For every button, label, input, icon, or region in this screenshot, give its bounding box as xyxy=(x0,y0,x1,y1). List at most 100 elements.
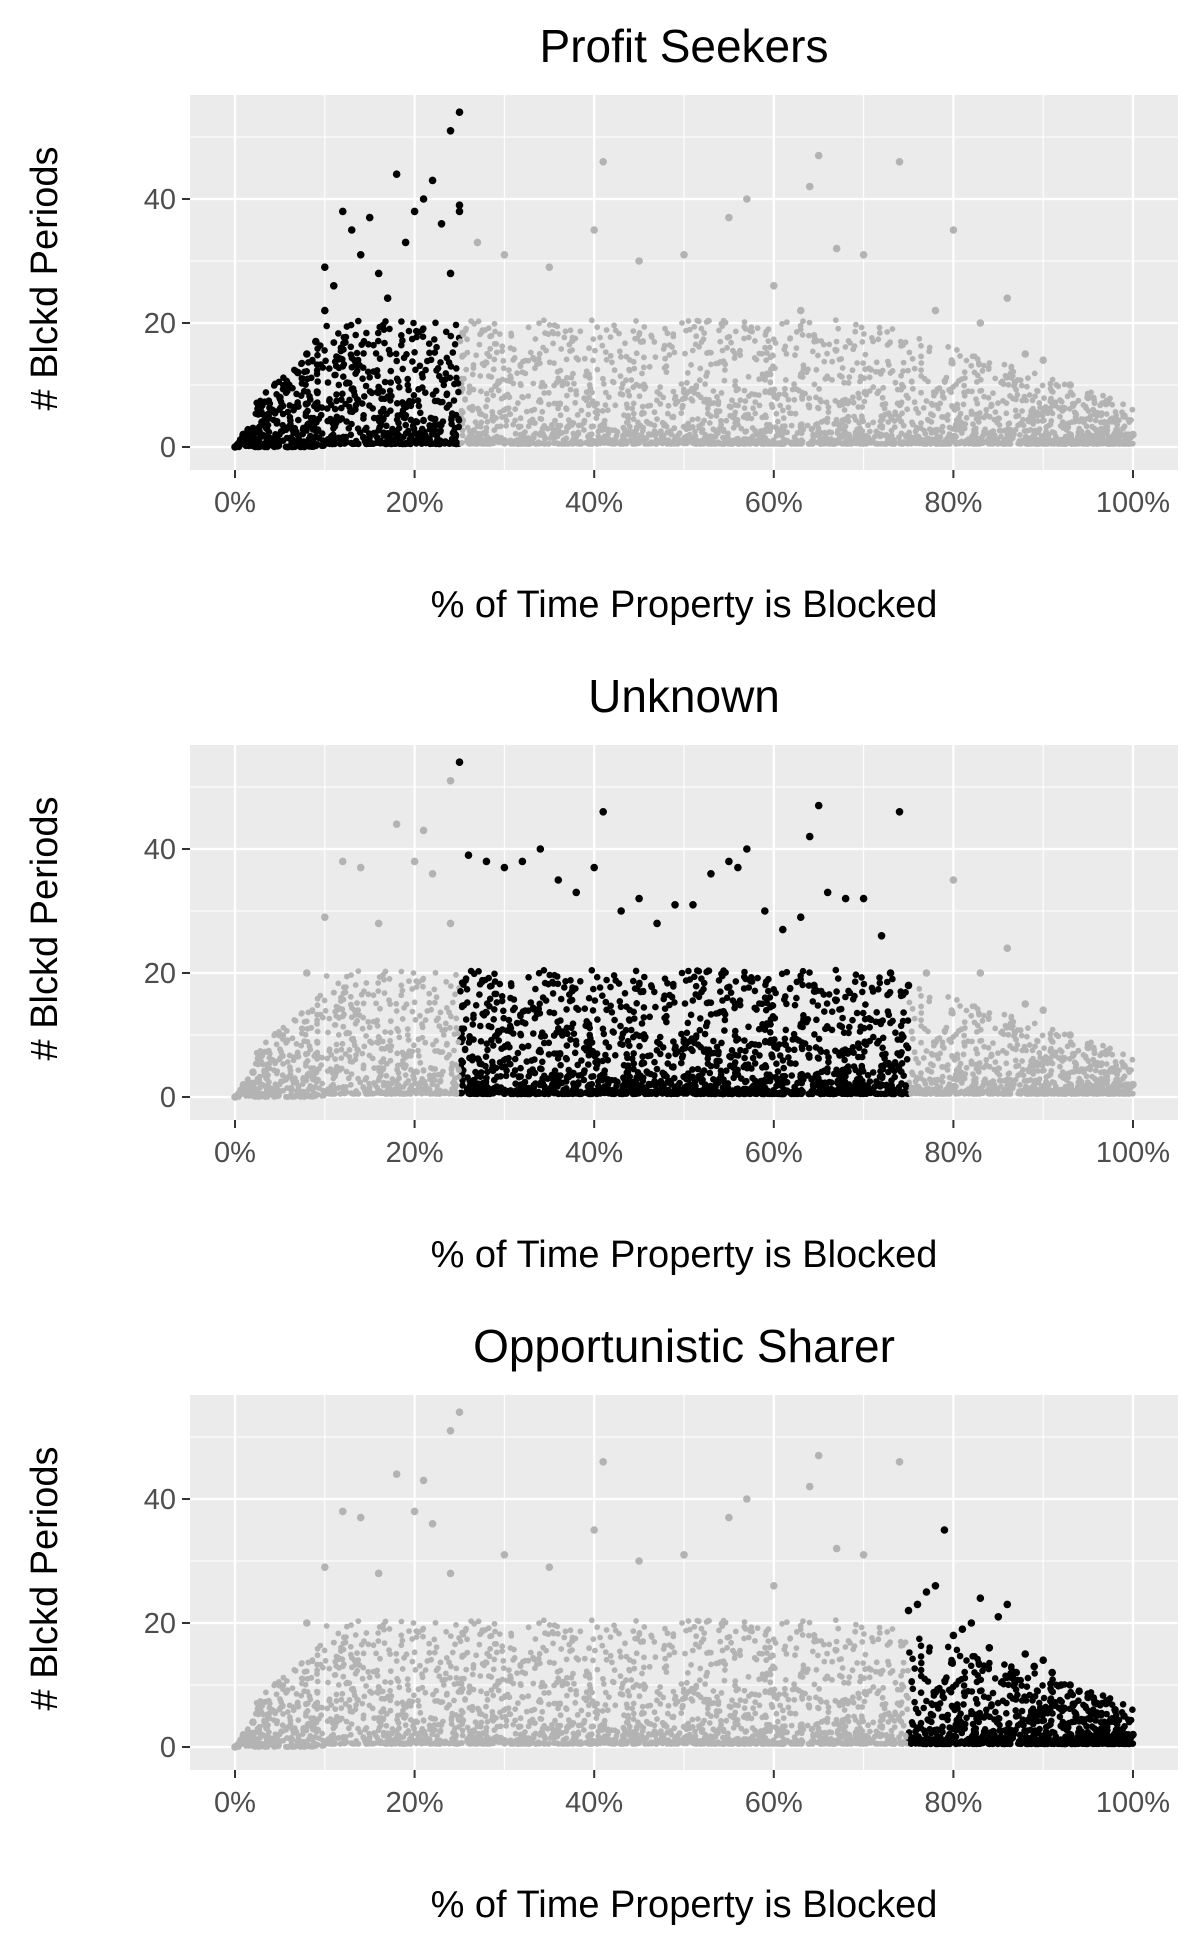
cloud-point xyxy=(581,427,587,433)
cloud-point xyxy=(821,359,827,365)
data-point xyxy=(447,270,455,278)
cloud-point xyxy=(976,1012,982,1018)
cloud-point xyxy=(466,390,472,396)
cloud-point xyxy=(610,1029,617,1036)
cloud-point xyxy=(266,397,273,404)
cloud-point xyxy=(839,432,845,438)
cloud-point xyxy=(818,338,824,344)
cloud-point xyxy=(993,1059,999,1065)
cloud-point xyxy=(434,398,441,405)
cloud-point xyxy=(576,423,582,429)
cloud-point xyxy=(1019,1058,1025,1064)
cloud-point xyxy=(781,427,787,433)
cloud-point xyxy=(341,984,347,990)
cloud-point xyxy=(742,405,748,411)
cloud-point xyxy=(513,431,519,437)
cloud-point xyxy=(634,350,640,356)
cloud-point xyxy=(817,434,823,440)
cloud-point xyxy=(708,413,714,419)
cloud-point xyxy=(462,397,468,403)
cloud-point xyxy=(359,375,366,382)
cloud-point xyxy=(411,392,418,399)
cloud-point xyxy=(360,412,367,419)
cloud-point xyxy=(501,407,507,413)
cloud-point xyxy=(866,1024,873,1031)
cloud-point xyxy=(630,328,636,334)
cloud-point xyxy=(539,416,545,422)
cloud-point xyxy=(563,1006,570,1013)
cloud-point xyxy=(628,377,634,383)
cloud-point xyxy=(485,435,491,441)
cloud-point xyxy=(416,403,423,410)
cloud-point xyxy=(850,394,856,400)
cloud-point xyxy=(314,1017,320,1023)
cloud-point xyxy=(695,392,701,398)
cloud-point xyxy=(769,403,775,409)
cloud-point xyxy=(918,1004,924,1010)
cloud-point xyxy=(1112,437,1118,443)
cloud-point xyxy=(448,333,455,340)
cloud-point xyxy=(572,400,578,406)
cloud-point xyxy=(355,357,362,364)
cloud-point xyxy=(334,1042,340,1048)
cloud-point xyxy=(690,424,696,430)
cloud-point xyxy=(690,398,696,404)
data-point xyxy=(1066,381,1074,389)
cloud-point xyxy=(877,325,883,331)
cloud-point xyxy=(903,339,909,345)
cloud-point xyxy=(500,358,506,364)
cloud-point xyxy=(992,1026,998,1032)
cloud-point xyxy=(782,386,788,392)
cloud-point xyxy=(824,351,830,357)
cloud-point xyxy=(993,409,999,415)
cloud-point xyxy=(723,418,729,424)
cloud-point xyxy=(986,365,992,371)
cloud-point xyxy=(589,317,595,323)
cloud-point xyxy=(746,984,753,991)
cloud-point xyxy=(741,1055,748,1062)
cloud-point xyxy=(787,335,793,341)
cloud-point xyxy=(603,999,610,1006)
cloud-point xyxy=(747,441,753,447)
cloud-point xyxy=(1025,375,1031,381)
cloud-point xyxy=(863,352,869,358)
cloud-point xyxy=(517,362,523,368)
panel-title: Profit Seekers xyxy=(540,20,829,72)
cloud-point xyxy=(602,425,608,431)
cloud-point xyxy=(875,986,882,993)
cloud-point xyxy=(660,438,666,444)
cloud-point xyxy=(728,404,734,410)
cloud-point xyxy=(679,970,686,977)
cloud-point xyxy=(319,404,326,411)
cloud-point xyxy=(578,441,584,447)
cloud-point xyxy=(918,354,924,360)
cloud-point xyxy=(1025,1025,1031,1031)
cloud-point xyxy=(905,368,911,374)
cloud-point xyxy=(924,398,930,404)
cloud-point xyxy=(288,443,295,450)
cloud-point xyxy=(641,1014,648,1021)
cloud-point xyxy=(1033,441,1039,447)
cloud-point xyxy=(806,333,812,339)
cloud-point xyxy=(648,439,654,445)
cloud-point xyxy=(832,398,838,404)
cloud-point xyxy=(305,1026,311,1032)
cloud-point xyxy=(678,410,684,416)
cloud-point xyxy=(633,1000,640,1007)
cloud-point xyxy=(1104,1061,1110,1067)
cloud-point xyxy=(417,431,424,438)
cloud-point xyxy=(314,352,321,359)
cloud-point xyxy=(1098,419,1104,425)
cloud-point xyxy=(841,1029,848,1036)
cloud-point xyxy=(312,440,319,447)
cloud-point xyxy=(972,353,978,359)
cloud-point xyxy=(341,361,348,368)
x-tick-label: 60% xyxy=(745,487,803,519)
cloud-point xyxy=(728,340,734,346)
cloud-point xyxy=(724,345,730,351)
cloud-point xyxy=(622,340,628,346)
cloud-point xyxy=(531,357,537,363)
cloud-point xyxy=(332,358,339,365)
cloud-point xyxy=(456,417,463,424)
cloud-point xyxy=(539,383,545,389)
